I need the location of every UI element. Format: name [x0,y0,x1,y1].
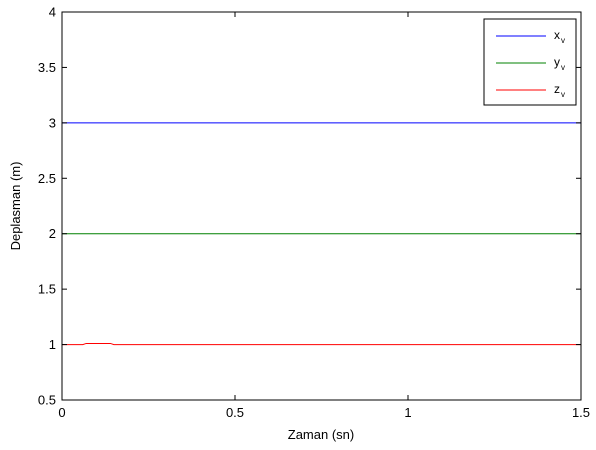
legend-label-z_v: zv [554,82,565,99]
legend: xv yv zv [483,18,577,106]
series-layer [62,122,581,346]
legend-label-x_v: xv [554,28,565,45]
x-axis-label: Zaman (sn) [288,427,354,442]
tick-layer: 0 0.5 1 1.50.511.522.533.54 [38,5,590,421]
y-tick-label: 1.5 [38,282,56,297]
legend-box [483,18,577,106]
y-tick-label: 4 [49,5,56,20]
x-tick-label: 1 [404,405,411,420]
plot-frame [61,11,582,401]
y-axis-label: Deplasman (m) [8,162,23,251]
y-tick-label: 0.5 [38,393,56,408]
series-line-z_v [62,342,581,346]
x-tick-label: 1.5 [572,405,590,420]
y-tick-label: 2.5 [38,171,56,186]
y-tick-label: 3 [49,115,56,130]
y-tick-label: 3.5 [38,60,56,75]
x-tick-label: 0.5 [226,405,244,420]
y-tick-label: 2 [49,226,56,241]
y-tick-label: 1 [49,337,56,352]
legend-label-y_v: yv [554,55,565,72]
x-tick-label: 0 [58,405,65,420]
